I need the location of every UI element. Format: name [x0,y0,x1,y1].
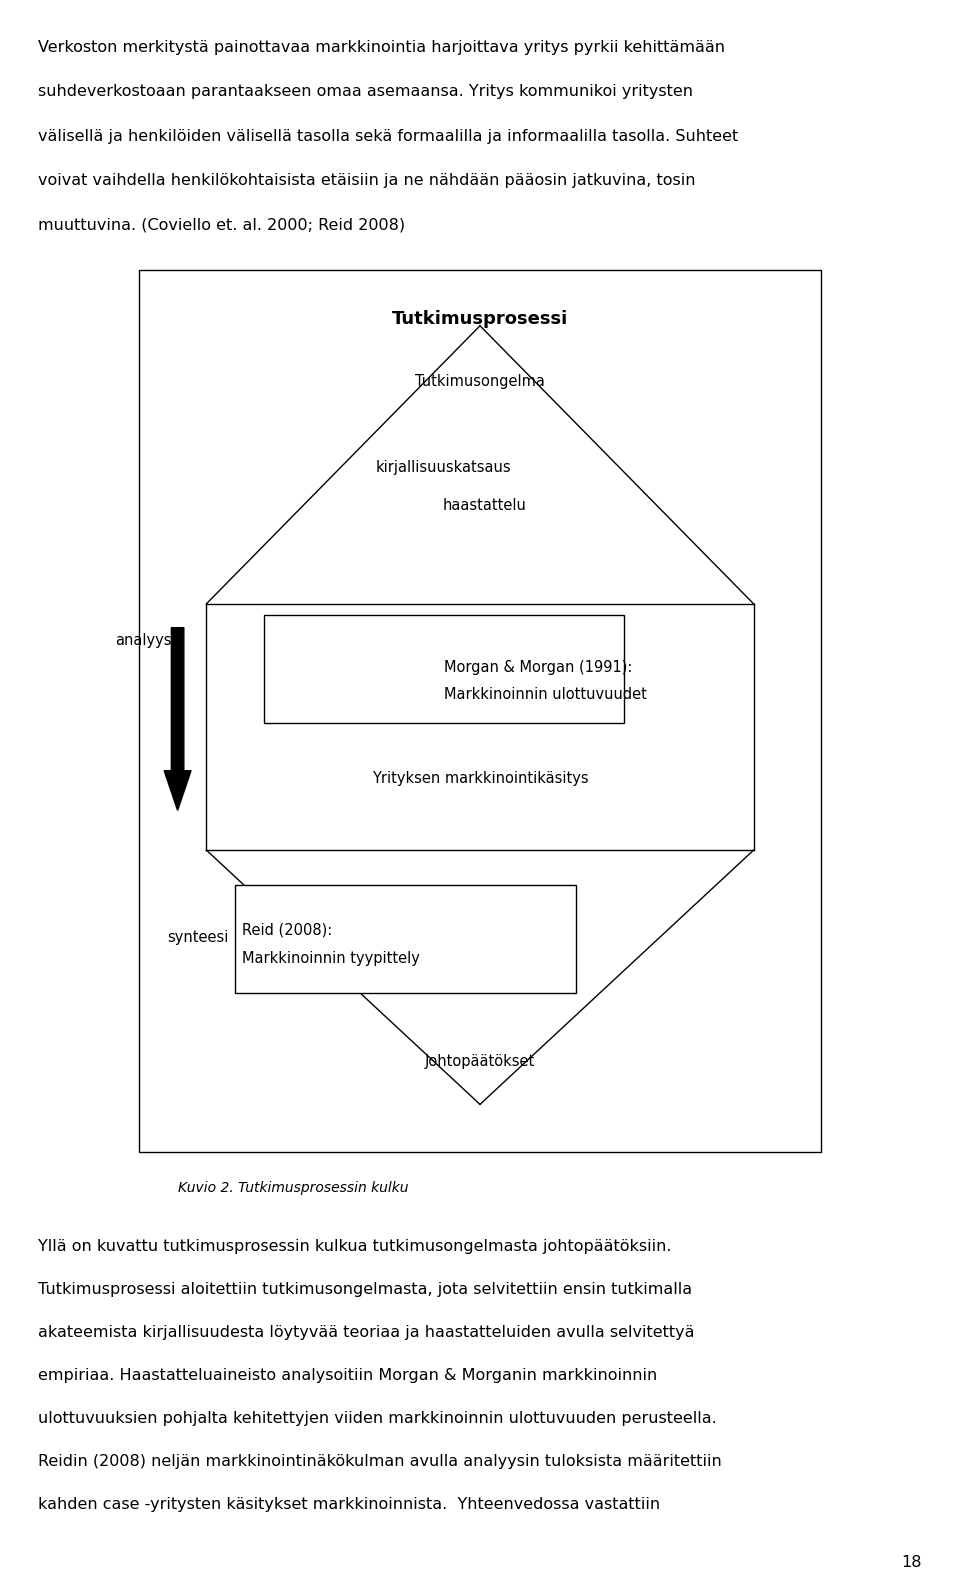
Text: Reidin (2008) neljän markkinointinäkökulman avulla analyysin tuloksista määritet: Reidin (2008) neljän markkinointinäkökul… [38,1454,722,1468]
FancyBboxPatch shape [139,270,821,1152]
Text: 18: 18 [901,1556,922,1570]
Text: synteesi: synteesi [167,930,228,945]
Text: Markkinoinnin ulottuvuudet: Markkinoinnin ulottuvuudet [444,686,646,702]
Text: Tutkimusprosessi aloitettiin tutkimusongelmasta, jota selvitettiin ensin tutkima: Tutkimusprosessi aloitettiin tutkimusong… [38,1282,692,1297]
Text: Johtopäätökset: Johtopäätökset [425,1054,535,1069]
Text: kahden case -yritysten käsitykset markkinoinnista.  Yhteenvedossa vastattiin: kahden case -yritysten käsitykset markki… [38,1497,660,1511]
Text: muuttuvina. (Coviello et. al. 2000; Reid 2008): muuttuvina. (Coviello et. al. 2000; Reid… [38,218,405,232]
Text: Yrityksen markkinointikäsitys: Yrityksen markkinointikäsitys [372,771,588,787]
Text: suhdeverkostoaan parantaakseen omaa asemaansa. Yritys kommunikoi yritysten: suhdeverkostoaan parantaakseen omaa asem… [38,84,693,99]
FancyBboxPatch shape [264,615,624,723]
FancyArrow shape [164,628,191,810]
Text: kirjallisuuskatsaus: kirjallisuuskatsaus [375,459,512,475]
Text: haastattelu: haastattelu [443,497,527,513]
Text: analyysi: analyysi [115,632,176,648]
Text: Tutkimusongelma: Tutkimusongelma [415,373,545,389]
Text: Kuvio 2. Tutkimusprosessin kulku: Kuvio 2. Tutkimusprosessin kulku [178,1181,408,1195]
Text: Tutkimusprosessi: Tutkimusprosessi [392,310,568,327]
Text: ulottuvuuksien pohjalta kehitettyjen viiden markkinoinnin ulottuvuuden perusteel: ulottuvuuksien pohjalta kehitettyjen vii… [38,1411,717,1425]
Text: empiriaa. Haastatteluaineisto analysoitiin Morgan & Morganin markkinoinnin: empiriaa. Haastatteluaineisto analysoiti… [38,1368,658,1382]
Text: Morgan & Morgan (1991):: Morgan & Morgan (1991): [444,659,632,675]
Text: Yllä on kuvattu tutkimusprosessin kulkua tutkimusongelmasta johtopäätöksiin.: Yllä on kuvattu tutkimusprosessin kulkua… [38,1239,672,1254]
Text: Verkoston merkitystä painottavaa markkinointia harjoittava yritys pyrkii kehittä: Verkoston merkitystä painottavaa markkin… [38,40,726,54]
Text: välisellä ja henkilöiden välisellä tasolla sekä formaalilla ja informaalilla tas: välisellä ja henkilöiden välisellä tasol… [38,129,738,143]
Text: akateemista kirjallisuudesta löytyvää teoriaa ja haastatteluiden avulla selvitet: akateemista kirjallisuudesta löytyvää te… [38,1325,695,1340]
Text: voivat vaihdella henkilökohtaisista etäisiin ja ne nähdään pääosin jatkuvina, to: voivat vaihdella henkilökohtaisista etäi… [38,173,696,188]
Text: Reid (2008):: Reid (2008): [242,922,332,938]
Text: Markkinoinnin tyypittely: Markkinoinnin tyypittely [242,950,420,966]
FancyBboxPatch shape [235,885,576,993]
